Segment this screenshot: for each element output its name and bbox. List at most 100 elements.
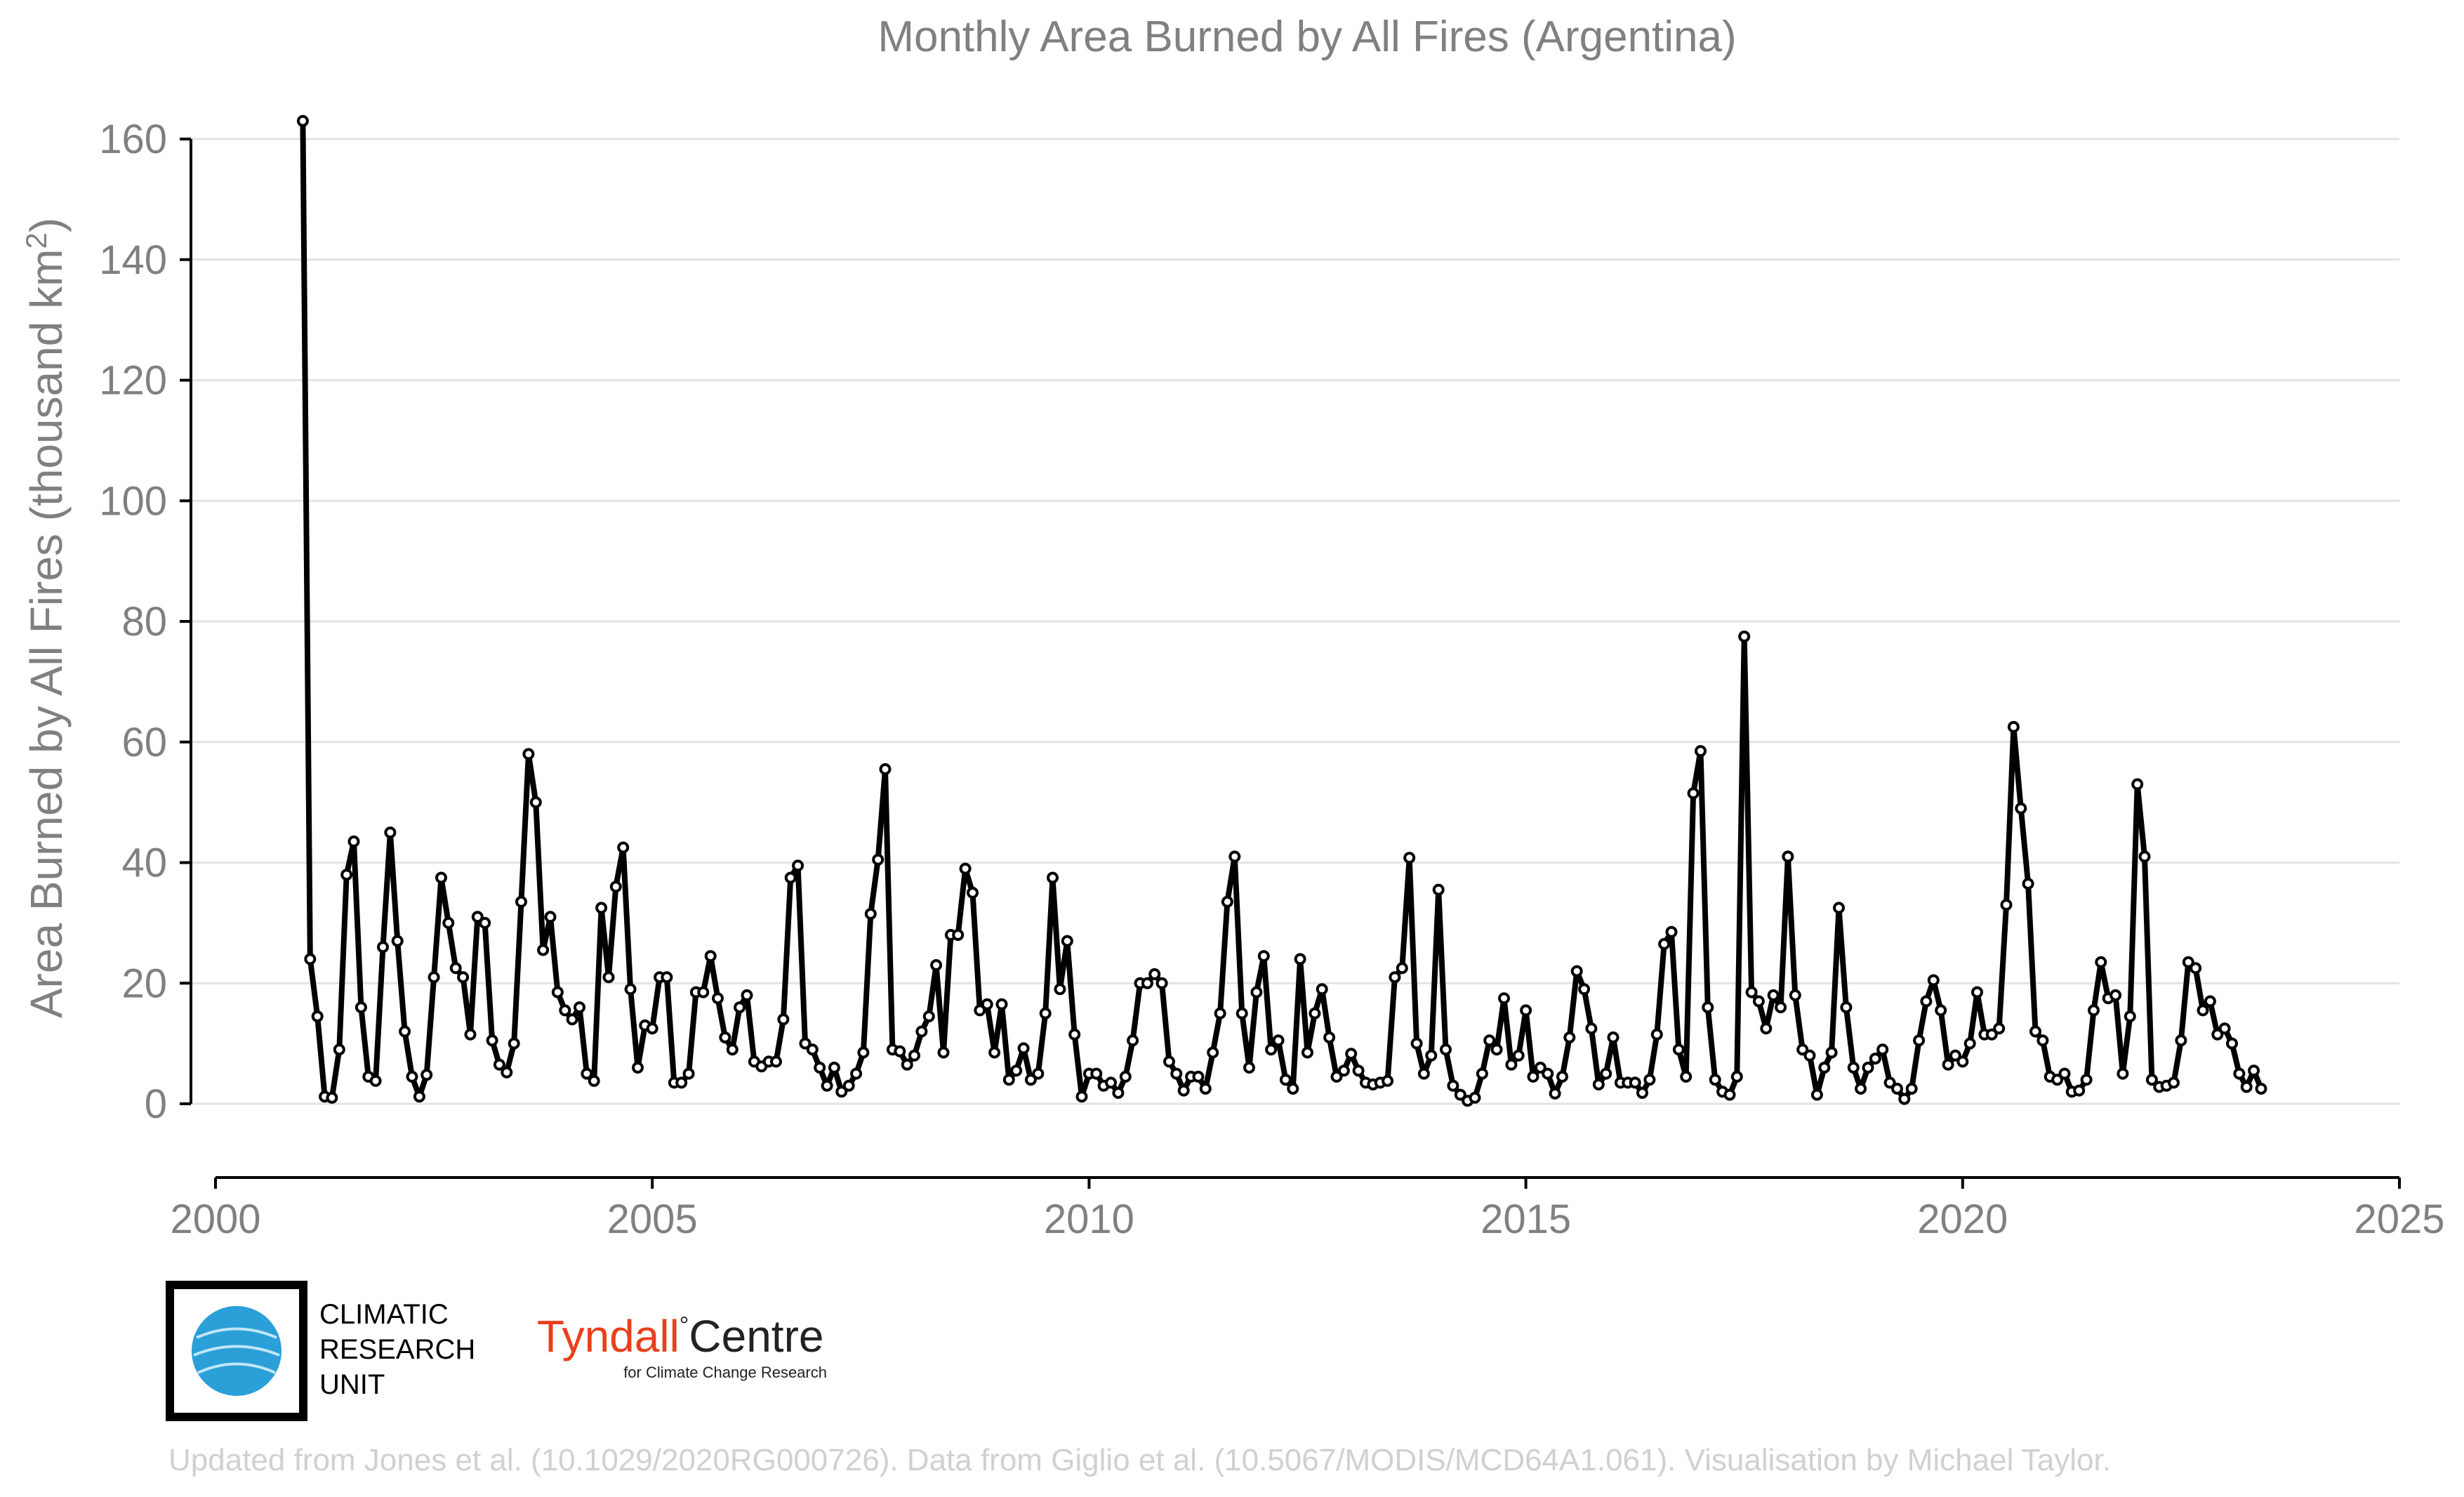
data-point [1214,1007,1226,1020]
data-point [435,871,447,884]
tyndall-subtitle: for Climate Change Research [623,1364,827,1381]
data-point [347,835,360,848]
x-tick-label: 2000 [170,1196,260,1242]
cru-line-1: CLIMATIC [319,1299,449,1330]
data-point [1825,1046,1838,1059]
data-point [1534,1062,1546,1074]
y-tick-label: 160 [99,117,167,162]
cru-globe-lines [193,1327,280,1374]
data-point [835,1086,848,1098]
data-point [1643,1074,1656,1086]
data-point [1192,1070,1205,1083]
data-point [595,902,608,914]
data-point [515,895,527,908]
data-point [675,1076,688,1089]
data-point [704,950,717,963]
data-point [661,971,673,984]
data-point [617,841,630,854]
data-point [784,871,797,884]
data-point [1272,1034,1285,1047]
chart-title: Monthly Area Burned by All Fires (Argent… [877,13,1736,61]
data-point [464,1028,477,1041]
data-point [1672,1043,1685,1056]
data-point [2175,1034,2187,1047]
y-tick-label: 80 [121,599,167,645]
data-point [1119,1070,1132,1083]
data-point [1301,1046,1313,1059]
data-point [1410,1037,1423,1050]
data-point [1047,871,1059,884]
y-tick-label: 120 [99,358,167,404]
data-point [1323,1031,1336,1043]
data-point [1294,953,1306,965]
data-point [1207,1046,1219,1059]
data-point [959,862,972,875]
data-point [719,1031,731,1043]
y-tick-label: 20 [121,961,167,1006]
data-point [1199,1083,1212,1095]
data-point [901,1058,913,1071]
data-point [2080,1074,2093,1086]
data-point [1425,1049,1438,1062]
data-point [1440,1043,1452,1056]
tyndall-name: Tyndall [537,1311,680,1361]
data-point [930,959,943,971]
data-point [981,998,993,1010]
data-point [602,971,615,984]
data-point [1556,1070,1568,1083]
y-axis-label: Area Burned by All Fires (thousand km2) [20,218,72,1018]
data-point [726,1043,738,1056]
data-point [471,911,484,923]
data-point [1243,1062,1255,1074]
data-point [2000,899,2013,911]
data-point [1309,1007,1321,1020]
data-point [420,1069,433,1081]
data-point [1607,1031,1620,1043]
footer-credit: Updated from Jones et al. (10.1029/2020R… [168,1443,2111,1477]
data-point [712,992,724,1005]
data-point [551,986,564,998]
data-point [937,1046,950,1059]
grid-lines [180,138,2399,1105]
data-point [1730,1070,1743,1083]
data-point [1810,1088,1823,1101]
data-point [2058,1067,2071,1080]
data-point [922,1010,935,1022]
data-point [1447,1079,1459,1092]
data-point [2168,1076,2180,1089]
data-point [296,114,309,127]
data-point [1869,1053,1881,1065]
data-point [850,1067,863,1080]
data-point [814,1062,826,1074]
data-point [1389,971,1401,984]
data-point [1723,1088,1736,1101]
data-point [501,1066,513,1079]
data-point [1287,1083,1299,1095]
data-point [581,1067,593,1080]
data-point [2138,850,2151,863]
data-point [777,1013,790,1026]
data-point [1017,1042,1030,1055]
data-point [988,1046,1001,1059]
data-point [406,1070,418,1083]
data-point [1163,1055,1175,1068]
data-point [537,944,550,956]
data-point [574,1001,585,1014]
y-tick-label: 40 [121,840,167,886]
data-point [857,1046,870,1059]
data-point [1330,1070,1343,1083]
data-point [2226,1037,2238,1050]
data-point [2197,1004,2209,1017]
data-point [2218,1022,2231,1035]
data-point [1818,1062,1831,1074]
y-tick-label: 60 [121,720,167,765]
data-point [609,881,622,893]
data-point [646,1022,658,1035]
data-point [1469,1091,1481,1104]
y-tick-label: 140 [99,237,167,283]
data-point [1403,852,1416,864]
data-point [326,1091,338,1104]
data-point [1585,1022,1598,1035]
data-point [821,1079,833,1092]
data-point [391,935,404,947]
